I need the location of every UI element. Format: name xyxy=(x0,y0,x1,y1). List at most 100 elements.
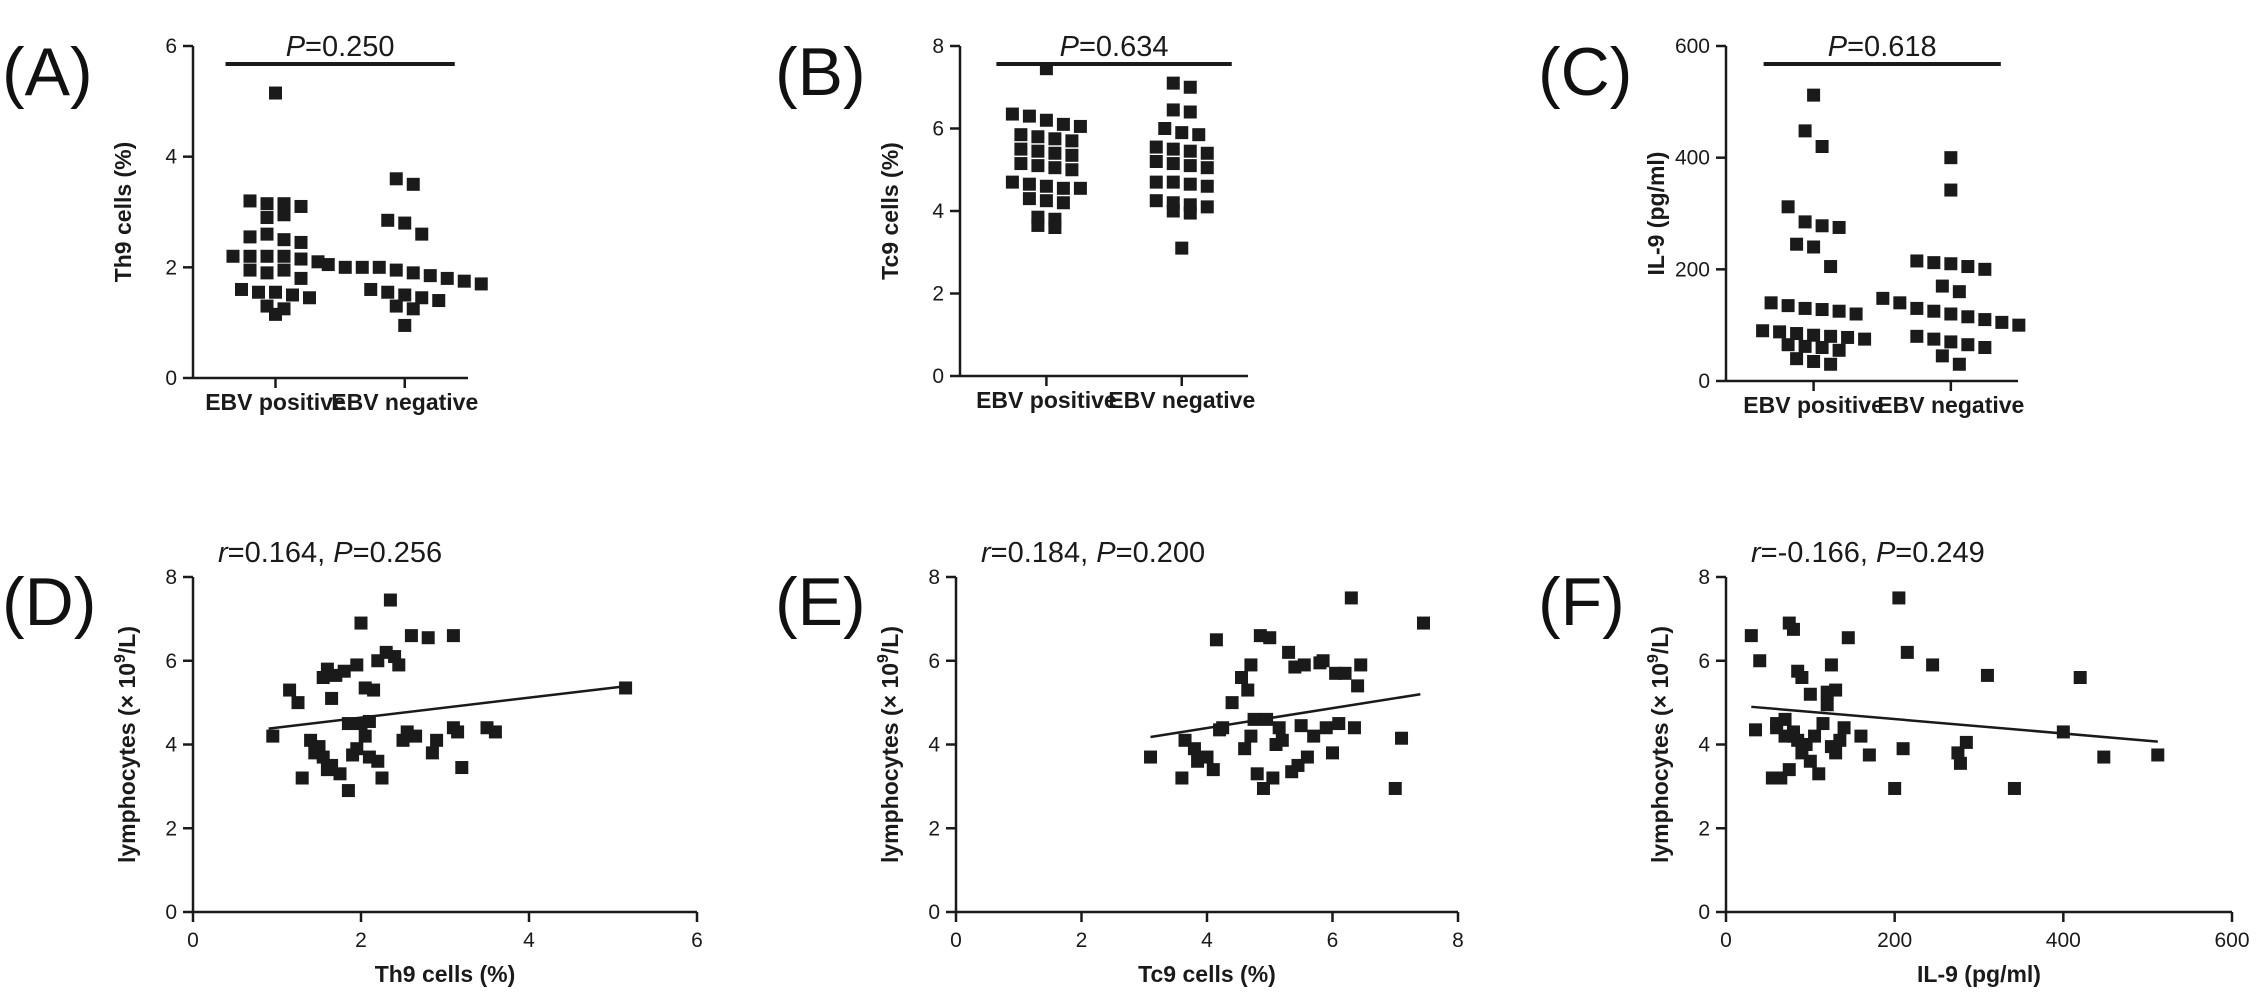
data-point-3-32 xyxy=(383,593,397,607)
data-point-1-1-1-0 xyxy=(1166,103,1180,117)
p-label-3: P xyxy=(333,537,353,569)
data-point-1-0-6-0 xyxy=(1022,192,1036,206)
data-point-3-37 xyxy=(404,629,418,643)
data-point-1-0-1-1 xyxy=(1022,109,1036,123)
data-point-2-0-2-0 xyxy=(1781,200,1795,214)
data-point-0-0-4-3 xyxy=(277,249,291,263)
data-point-5-25 xyxy=(1841,631,1855,645)
data-point-0-0-6-0 xyxy=(235,282,248,296)
data-point-0-1-1-2 xyxy=(415,227,429,241)
y-tick-label-5-1: 2 xyxy=(1698,817,1710,840)
y-tick-label-1-4: 8 xyxy=(932,35,944,58)
y-tick-label-4-3: 6 xyxy=(928,650,940,673)
data-point-2-0-6-1 xyxy=(1798,339,1812,353)
data-point-2-0-7-0 xyxy=(1790,352,1804,366)
data-point-2-0-4-5 xyxy=(1849,307,1863,321)
data-point-5-38 xyxy=(2056,725,2070,739)
data-point-5-37 xyxy=(2007,781,2021,795)
data-point-1-1-7-0 xyxy=(1166,204,1180,218)
regression-line-5 xyxy=(1751,705,2158,743)
y-tick-label-5-4: 8 xyxy=(1698,566,1710,589)
data-point-0-1-3-2 xyxy=(398,288,412,302)
data-point-5-43 xyxy=(1820,698,1834,712)
data-point-5-31 xyxy=(1900,645,1914,659)
data-point-1-0-3-2 xyxy=(1048,146,1062,160)
data-point-1-0-4-0 xyxy=(1014,157,1028,171)
data-point-2-1-4-2 xyxy=(1910,301,1924,315)
data-point-1-0-1-2 xyxy=(1039,113,1053,127)
y-axis-label-3: lymphocytes (× 109/L) xyxy=(112,626,140,863)
data-point-4-26 xyxy=(1282,645,1296,659)
panel-letter-d: (D) xyxy=(2,564,97,640)
y-tick-label-4-0: 0 xyxy=(928,901,940,924)
p-value-2: =0.618 xyxy=(1847,31,1937,63)
data-point-0-1-1-0 xyxy=(381,213,395,227)
data-point-5-40 xyxy=(2097,750,2111,764)
data-point-1-1-8-0 xyxy=(1175,241,1189,255)
data-point-1-0-2-2 xyxy=(1048,132,1062,146)
data-point-2-0-1-0 xyxy=(1798,124,1812,138)
data-point-3-22 xyxy=(354,616,368,630)
panel-letter-a: (A) xyxy=(2,34,93,110)
data-point-1-0-2-1 xyxy=(1031,130,1045,144)
y-tick-label-1-0: 0 xyxy=(932,365,944,388)
data-point-2-0-2-3 xyxy=(1832,220,1846,234)
y-tick-label-5-3: 6 xyxy=(1698,650,1710,673)
data-point-4-1 xyxy=(1175,771,1189,785)
y-tick-label-3-2: 4 xyxy=(165,734,177,757)
category-label-1-0: EBV positive xyxy=(976,387,1117,413)
data-point-4-43 xyxy=(1351,679,1365,693)
data-point-2-1-2-2 xyxy=(1944,257,1958,271)
y-tick-label-4-4: 8 xyxy=(928,566,940,589)
data-point-0-1-2-1 xyxy=(338,260,352,274)
chart-panel-4: 0 2 4 6 8 0 2 4 6 8 Tc9 cells (%) lymphocytes (× 10… xyxy=(875,537,1464,987)
data-point-0-1-2-0 xyxy=(321,258,335,272)
data-point-5-30 xyxy=(1896,742,1910,756)
data-point-0-1-0-1 xyxy=(406,177,420,191)
p-value-0: =0.250 xyxy=(305,31,395,63)
data-point-4-0 xyxy=(1144,750,1158,764)
data-point-0-1-2-5 xyxy=(406,266,420,280)
data-point-1-1-2-2 xyxy=(1192,128,1206,142)
data-point-5-18 xyxy=(1816,717,1830,731)
data-point-3-0 xyxy=(266,729,280,743)
data-point-4-36 xyxy=(1319,721,1333,735)
x-tick-label-3-3: 6 xyxy=(691,929,703,952)
data-point-1-0-5-1 xyxy=(1022,177,1036,191)
r-value-4: =0.184, xyxy=(991,537,1097,569)
data-point-1-0-1-3 xyxy=(1056,117,1070,131)
data-point-4-40 xyxy=(1338,666,1352,680)
y-label-prefix-5: lymphocytes (× 10 xyxy=(1647,663,1673,863)
data-point-2-0-6-0 xyxy=(1781,338,1795,352)
data-point-5-13 xyxy=(1795,671,1809,684)
data-point-3-41 xyxy=(430,733,444,747)
data-point-2-0-4-0 xyxy=(1764,296,1778,310)
y-label-suffix-3: /L) xyxy=(114,626,140,654)
data-point-0-1-2-6 xyxy=(423,269,437,283)
y-axis-label-1: Tc9 cells (%) xyxy=(877,142,903,280)
p-label-4: P xyxy=(1096,537,1116,569)
data-point-4-19 xyxy=(1256,781,1270,795)
data-point-5-33 xyxy=(1951,746,1965,760)
data-point-2-1-4-1 xyxy=(1893,296,1907,310)
data-point-1-1-5-3 xyxy=(1200,179,1214,193)
data-point-4-32 xyxy=(1300,750,1314,764)
data-point-1-1-3-0 xyxy=(1149,140,1163,154)
data-point-0-0-6-3 xyxy=(286,288,299,302)
data-point-5-39 xyxy=(2073,671,2087,684)
panel-letter-c: (C) xyxy=(1538,34,1633,110)
data-point-4-42 xyxy=(1347,721,1361,735)
y-label-prefix-3: lymphocytes (× 10 xyxy=(114,663,140,863)
data-point-0-0-2-0 xyxy=(260,211,274,225)
data-point-3-39 xyxy=(421,631,435,645)
data-point-2-1-4-0 xyxy=(1876,291,1890,305)
data-point-3-14 xyxy=(333,767,347,781)
data-point-2-0-3-2 xyxy=(1824,260,1838,274)
data-point-1-1-3-2 xyxy=(1183,144,1197,158)
data-point-1-1-1-1 xyxy=(1183,105,1197,119)
data-point-0-0-5-0 xyxy=(243,263,257,277)
x-tick-label-4-2: 4 xyxy=(1201,929,1213,952)
data-point-4-17 xyxy=(1250,767,1264,781)
y-tick-label-1-2: 4 xyxy=(932,200,944,223)
